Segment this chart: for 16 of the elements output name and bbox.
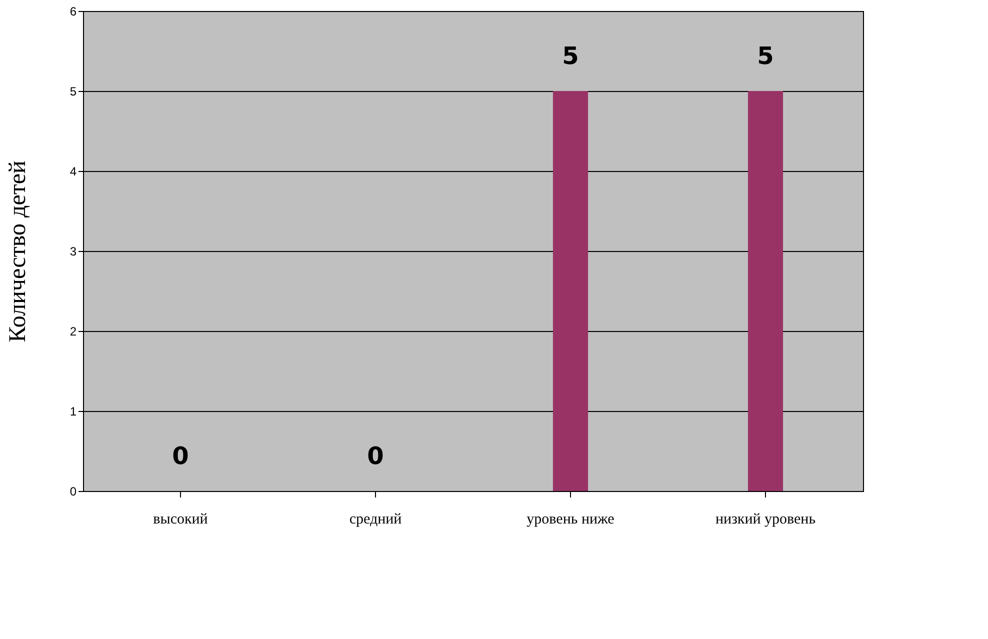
y-tick-label: 1	[70, 404, 77, 418]
x-tick-label: низкий уровень	[715, 512, 816, 528]
data-label: 0	[172, 442, 189, 470]
y-tick-label: 2	[70, 324, 77, 338]
y-axis-title: Количество детей	[4, 160, 31, 342]
data-label: 5	[562, 42, 579, 70]
y-tick-label: 4	[70, 164, 77, 178]
y-tick-label: 5	[70, 84, 77, 98]
y-tick-label: 6	[70, 4, 77, 18]
data-label: 5	[757, 42, 774, 70]
x-tick-label: уровень ниже	[526, 512, 615, 528]
y-tick-label: 0	[70, 484, 77, 498]
data-label: 0	[367, 442, 384, 470]
y-tick-label: 3	[70, 244, 77, 258]
x-tick-label: высокий	[153, 512, 208, 528]
x-tick-label: средний	[349, 512, 402, 528]
